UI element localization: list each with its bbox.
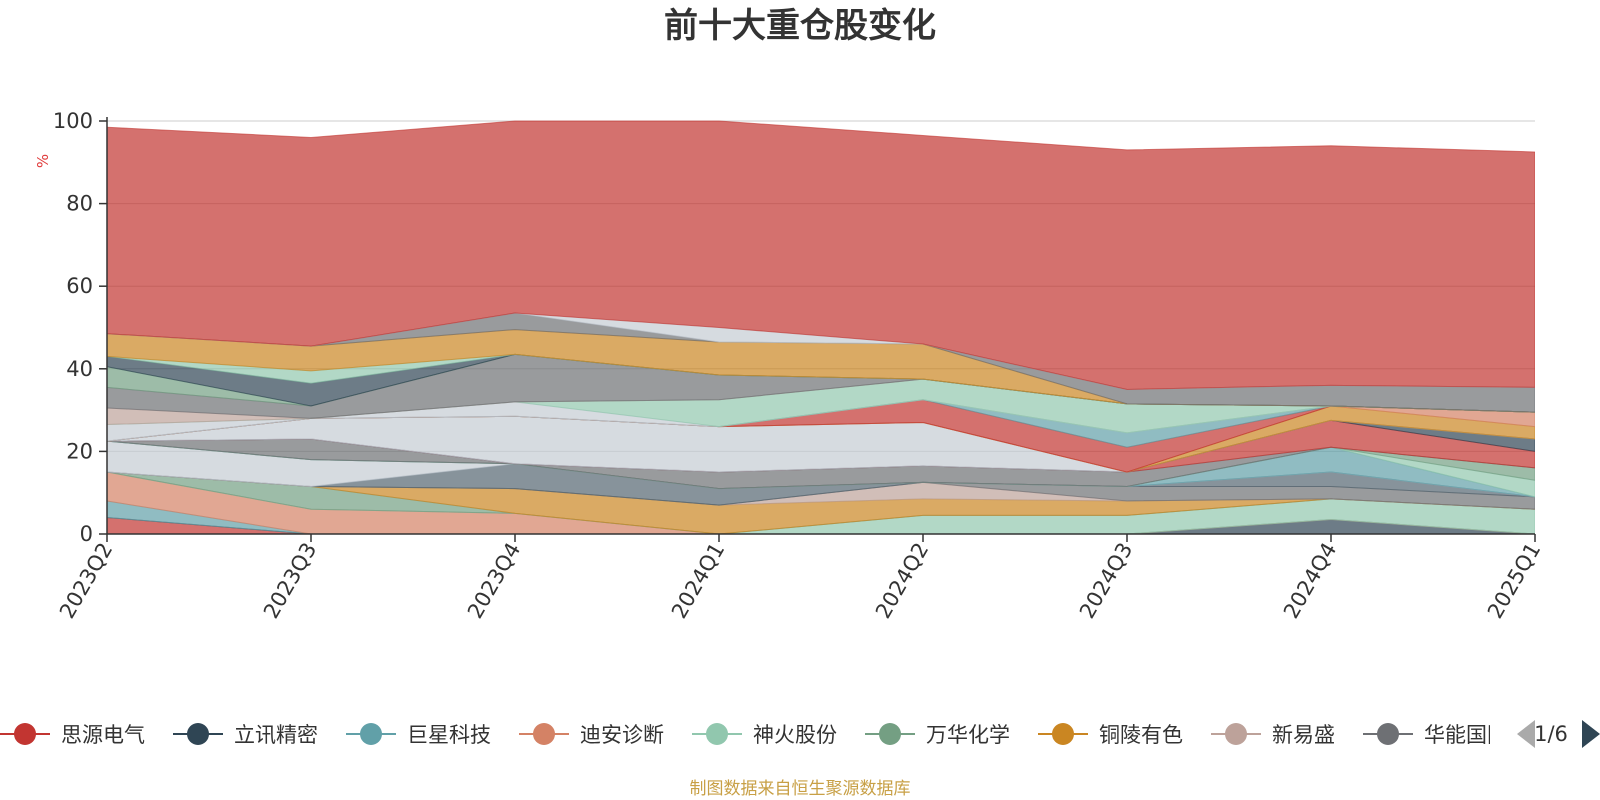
legend-circle-icon [14, 723, 36, 745]
legend-item[interactable]: 思源电气 [0, 723, 145, 747]
y-tick-label: 20 [66, 439, 93, 463]
legend-label: 新易盛 [1272, 723, 1335, 747]
legend-circle-icon [879, 723, 901, 745]
legend-pager: 1/6 [1517, 720, 1600, 748]
legend-label: 思源电气 [61, 723, 145, 747]
x-tick-label: 2024Q1 [667, 539, 729, 623]
legend-item[interactable]: 华能国际 [1363, 723, 1508, 747]
y-axis-ticks: 0 20 40 60 80 100 [53, 109, 107, 546]
chart-title: 前十大重仓股变化 [664, 6, 936, 46]
legend-item[interactable]: 巨星科技 [346, 723, 491, 747]
axes [106, 117, 1535, 535]
legend-item[interactable]: 万华化学 [865, 723, 1010, 747]
triangle-right-icon[interactable] [1582, 720, 1600, 748]
legend-circle-icon [1377, 723, 1399, 745]
legend-circle-icon [1052, 723, 1074, 745]
x-axis-ticks: 2023Q2 2023Q3 2023Q4 2024Q1 2024Q2 2024Q3 2024… [55, 534, 1545, 623]
legend-item[interactable]: 铜陵有色 [1038, 723, 1183, 747]
area-series-0 [107, 516, 1535, 534]
legend: 思源电气 立讯精密 巨星科技 迪安诊断 神火股份 万华化学 铜陵有色 新易盛 华能国际 [0, 723, 1508, 747]
y-tick-label: 100 [53, 109, 93, 133]
legend-label: 华能国际 [1424, 723, 1508, 747]
legend-item[interactable]: 新易盛 [1211, 723, 1335, 747]
x-tick-label: 2024Q4 [1279, 539, 1341, 623]
data-source-note: 制图数据来自恒生聚源数据库 [690, 779, 911, 799]
legend-label: 万华化学 [926, 723, 1010, 747]
legend-item[interactable]: 神火股份 [692, 723, 837, 747]
y-axis-unit: % [34, 154, 52, 168]
x-tick-label: 2023Q3 [259, 539, 321, 623]
legend-label: 神火股份 [753, 723, 837, 747]
legend-label: 立讯精密 [234, 723, 318, 747]
legend-circle-icon [1225, 723, 1247, 745]
area-series-group [107, 120, 1535, 534]
legend-label: 迪安诊断 [580, 723, 664, 747]
x-tick-label: 2025Q1 [1483, 539, 1545, 623]
legend-item[interactable]: 迪安诊断 [519, 723, 664, 747]
y-tick-label: 60 [66, 274, 93, 298]
x-tick-label: 2023Q2 [55, 539, 117, 623]
y-tick-label: 80 [66, 192, 93, 216]
legend-circle-icon [360, 723, 382, 745]
x-tick-label: 2024Q2 [871, 539, 933, 623]
legend-circle-icon [187, 723, 209, 745]
legend-label: 巨星科技 [407, 723, 491, 747]
legend-item[interactable]: 立讯精密 [173, 723, 318, 747]
legend-page-indicator: 1/6 [1534, 722, 1568, 746]
x-tick-label: 2024Q3 [1075, 539, 1137, 623]
x-tick-label: 2023Q4 [463, 539, 525, 623]
legend-circle-icon [533, 723, 555, 745]
legend-label: 铜陵有色 [1099, 723, 1183, 747]
legend-circle-icon [706, 723, 728, 745]
area-series-32 [107, 120, 1535, 390]
y-tick-label: 0 [80, 522, 93, 546]
triangle-left-icon[interactable] [1517, 720, 1535, 748]
y-tick-label: 40 [66, 357, 93, 381]
